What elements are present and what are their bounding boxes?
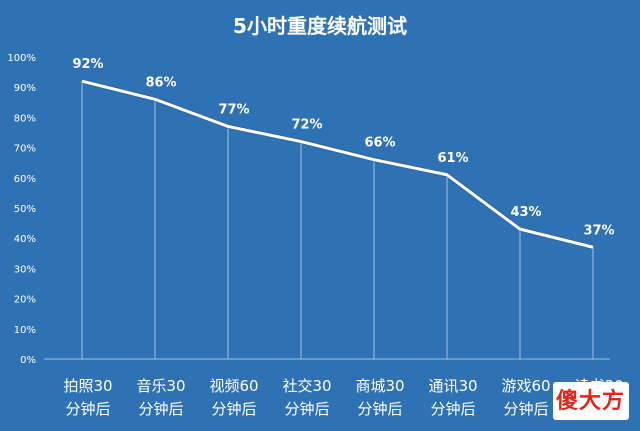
y-tick-label: 40% bbox=[14, 234, 36, 245]
series-line-shadow bbox=[81, 78, 594, 250]
x-tick-label: 游戏60 bbox=[501, 377, 550, 395]
x-axis-ticks: 拍照30 分钟后 音乐30 分钟后 视频60 分钟后 社交30 分钟后 商城30 分钟后 通讯30 分… bbox=[63, 377, 623, 418]
series-line bbox=[81, 79, 594, 249]
x-tick-label: 社交30 bbox=[282, 377, 331, 395]
y-tick-label: 0% bbox=[20, 355, 36, 366]
x-tick-label: 分钟后 bbox=[65, 400, 110, 418]
x-tick-label: 分钟后 bbox=[211, 400, 256, 418]
data-label: 37% bbox=[583, 223, 614, 238]
x-tick-label: 音乐30 bbox=[136, 377, 185, 395]
x-tick-label: 分钟后 bbox=[138, 400, 183, 418]
data-label: 92% bbox=[72, 57, 103, 72]
x-tick-label: 通讯30 bbox=[428, 377, 477, 395]
x-tick-label: 分钟后 bbox=[357, 400, 402, 418]
x-tick-label: 分钟后 bbox=[284, 400, 329, 418]
y-tick-label: 20% bbox=[14, 295, 36, 306]
x-tick-label: 分钟后 bbox=[503, 400, 548, 418]
y-tick-label: 10% bbox=[14, 325, 36, 336]
axes: 0% 10% 20% 30% 40% 50% 60% 70% 80% 90% 100% bbox=[7, 53, 610, 366]
y-tick-label: 50% bbox=[14, 204, 36, 215]
data-label: 72% bbox=[291, 118, 322, 133]
x-tick-label: 商城30 bbox=[355, 377, 404, 395]
x-tick-label: 拍照30 bbox=[63, 377, 112, 395]
watermark-logo bbox=[553, 382, 629, 420]
watermark-text: 傻大方 bbox=[556, 389, 626, 414]
data-label: 61% bbox=[437, 151, 468, 166]
series-line-layer bbox=[81, 78, 594, 250]
y-tick-label: 80% bbox=[14, 113, 36, 124]
data-label: 66% bbox=[364, 136, 395, 151]
data-label: 77% bbox=[218, 102, 249, 117]
y-tick-label: 30% bbox=[14, 264, 36, 275]
y-tick-label: 70% bbox=[14, 144, 36, 155]
x-tick-label: 分钟后 bbox=[430, 400, 475, 418]
x-tick-label: 视频60 bbox=[209, 377, 258, 395]
y-tick-label: 90% bbox=[14, 83, 36, 94]
chart-title: 5小时重度续航测试 bbox=[233, 14, 407, 38]
data-labels: 92% 86% 77% 72% 66% 61% 43% 37% bbox=[72, 57, 614, 238]
y-tick-label: 60% bbox=[14, 174, 36, 185]
drop-lines bbox=[81, 81, 594, 359]
y-tick-label: 100% bbox=[7, 53, 36, 64]
data-label: 43% bbox=[510, 205, 541, 220]
data-label: 86% bbox=[145, 75, 176, 90]
